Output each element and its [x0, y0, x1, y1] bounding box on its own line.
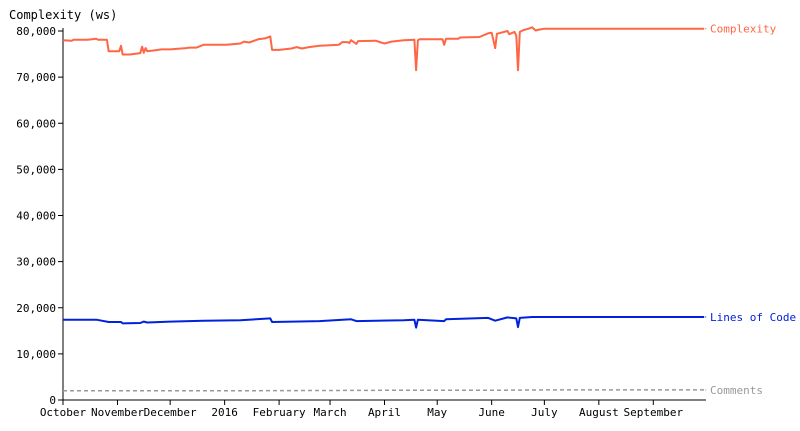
x-tick-label: February [253, 406, 306, 419]
x-tick-label: April [368, 406, 401, 419]
y-tick-label: 50,000 [16, 163, 56, 176]
x-tick-label: September [623, 406, 683, 419]
y-tick-label: 70,000 [16, 71, 56, 84]
series-layer [62, 26, 705, 392]
x-tick-label: May [427, 406, 447, 419]
y-tick-label: 60,000 [16, 117, 56, 130]
x-tick-label: June [478, 406, 505, 419]
y-tick-label: 40,000 [16, 210, 56, 223]
x-axis: October November December 2016 February March… [40, 399, 706, 419]
y-tick-label: 20,000 [16, 302, 56, 315]
y-tick-label: 10,000 [16, 348, 56, 361]
y-tick-label: 30,000 [16, 256, 56, 269]
comments-series-line [63, 389, 705, 392]
x-tick-label: October [40, 406, 87, 419]
y-axis-title: Complexity (ws) [9, 8, 117, 22]
y-axis: 0 10,000 20,000 30,000 40,000 50,000 60,000 70,… [16, 25, 64, 407]
complexity-series-line [62, 26, 705, 72]
lines-of-code-series-line [63, 316, 705, 329]
x-tick-label: March [313, 406, 346, 419]
x-tick-label: December [144, 406, 197, 419]
x-tick-label: November [91, 406, 144, 419]
complexity-series-label: Complexity [710, 23, 777, 36]
y-tick-label: 80,000 [16, 25, 56, 38]
x-tick-label: July [531, 406, 558, 419]
y-tick-label: 0 [49, 394, 56, 407]
lines-of-code-series-label: Lines of Code [710, 311, 796, 324]
x-tick-label: August [579, 406, 619, 419]
series-label-layer: Complexity Lines of Code Comments [705, 23, 796, 397]
x-tick-label: 2016 [211, 406, 238, 419]
comments-series-label: Comments [710, 384, 763, 397]
